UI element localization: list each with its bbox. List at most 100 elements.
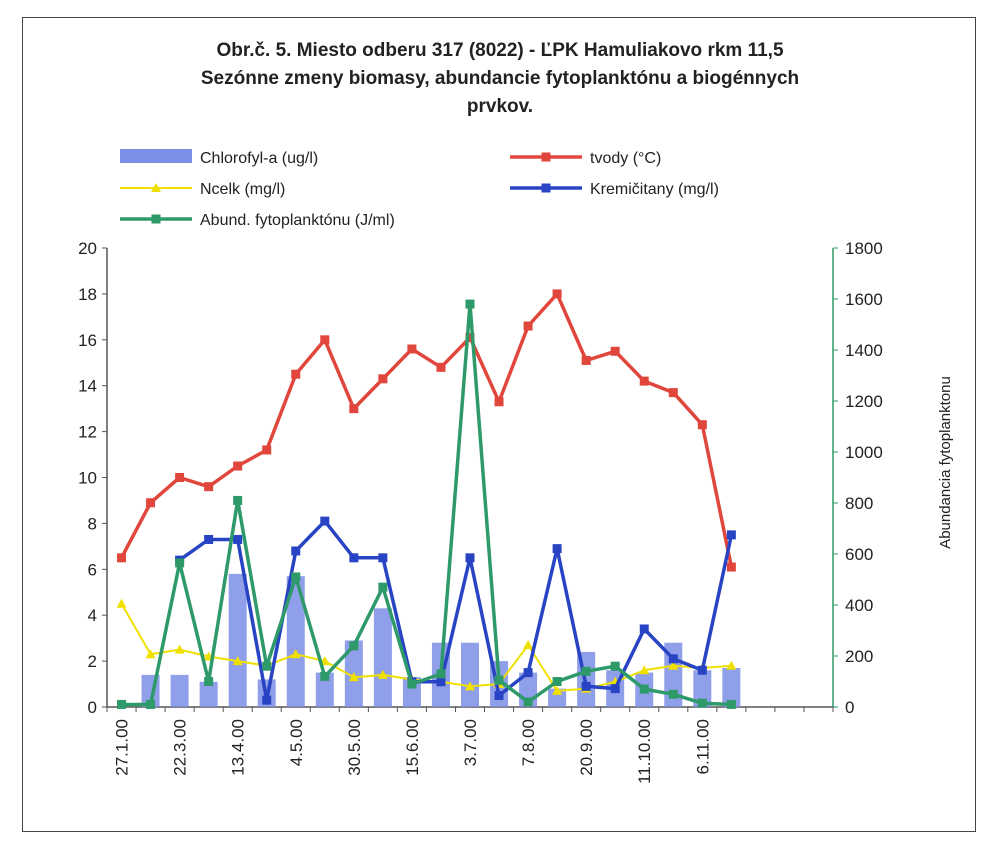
bar-chlorofyl <box>373 608 392 707</box>
series-point-3 <box>610 661 620 671</box>
left-tick-label: 16 <box>78 331 97 350</box>
bar-chlorofyl <box>315 672 334 707</box>
series-line-0 <box>119 292 734 568</box>
series-point-3 <box>378 582 388 592</box>
series-point-3 <box>233 495 243 505</box>
series-point-0 <box>726 562 736 572</box>
right-tick-label: 1000 <box>845 443 883 462</box>
right-tick-label: 0 <box>845 698 854 717</box>
legend-marker-1 <box>541 152 551 162</box>
series-point-1 <box>290 649 301 659</box>
x-tick-label: 20.9.00 <box>577 719 596 776</box>
left-tick-label: 12 <box>78 423 97 442</box>
legend-swatch-0 <box>120 149 192 163</box>
bar-chlorofyl <box>722 667 741 707</box>
series-point-2 <box>552 544 562 554</box>
series-point-2 <box>320 516 330 526</box>
legend-label-4: Abund. fytoplanktónu (J/ml) <box>200 212 395 229</box>
series-point-3 <box>262 661 272 671</box>
series-point-0 <box>291 369 301 379</box>
series-point-3 <box>639 684 649 694</box>
legend-marker-2 <box>151 183 161 192</box>
series-point-0 <box>407 344 417 354</box>
series-point-3 <box>726 699 736 709</box>
x-tick-label: 4.5.00 <box>287 719 306 766</box>
series-point-0 <box>233 461 243 471</box>
series-line-2 <box>178 519 734 702</box>
left-tick-label: 4 <box>88 606 97 625</box>
x-tick-label: 30.5.00 <box>345 719 364 776</box>
series-point-0 <box>320 335 330 345</box>
series-point-0 <box>697 420 707 430</box>
bar-chlorofyl <box>402 677 421 707</box>
series-point-0 <box>523 321 533 331</box>
series-point-1 <box>174 644 185 654</box>
series-point-2 <box>204 534 214 544</box>
bar-chlorofyl <box>286 576 305 707</box>
series-point-0 <box>639 376 649 386</box>
legend-label-1: tvody (°C) <box>590 150 661 167</box>
series-point-2 <box>523 668 533 678</box>
series-point-3 <box>436 669 446 679</box>
series-point-2 <box>668 654 678 664</box>
x-tick-label: 27.1.00 <box>113 719 132 776</box>
left-tick-label: 14 <box>78 377 97 396</box>
series-point-0 <box>436 362 446 372</box>
legend-label-2: Ncelk (mg/l) <box>200 181 285 198</box>
series-point-1 <box>465 681 475 691</box>
series-point-1 <box>726 660 737 670</box>
series-point-1 <box>348 672 359 682</box>
series-point-1 <box>639 665 650 675</box>
series-point-2 <box>262 695 272 705</box>
right-tick-label: 1400 <box>845 341 883 360</box>
right-tick-label: 400 <box>845 596 873 615</box>
bar-chlorofyl <box>199 681 218 707</box>
series-point-3 <box>697 698 707 708</box>
series-point-0 <box>378 374 388 384</box>
series-point-2 <box>436 677 446 687</box>
legend-marker-4 <box>151 214 161 224</box>
series-point-3 <box>465 299 475 309</box>
right-tick-label: 1200 <box>845 392 883 411</box>
series-point-2 <box>465 553 475 563</box>
x-tick-label: 7.8.00 <box>519 719 538 766</box>
series-point-0 <box>175 473 185 482</box>
left-tick-label: 6 <box>88 560 97 579</box>
series-point-2 <box>291 546 301 556</box>
legend-label-3: Kremičitany (mg/l) <box>590 181 719 198</box>
legend-label-0: Chlorofyl-a (ug/l) <box>200 150 318 167</box>
bar-chlorofyl <box>228 573 247 707</box>
series-point-0 <box>581 355 591 365</box>
series-point-1 <box>552 685 563 695</box>
series-point-1 <box>668 660 679 670</box>
bar-chlorofyl <box>548 688 567 707</box>
left-tick-label: 0 <box>88 698 97 717</box>
series-point-0 <box>349 404 359 414</box>
series-point-3 <box>407 679 417 689</box>
right-tick-label: 200 <box>845 647 873 666</box>
series-point-3 <box>523 697 533 707</box>
series-point-3 <box>668 689 678 699</box>
series-point-0 <box>262 445 272 455</box>
bar-chlorofyl <box>460 642 480 707</box>
chart-title-line-2: Sezónne zmeny biomasy, abundancie fytopl… <box>200 68 800 89</box>
series-point-0 <box>117 553 127 563</box>
series-point-2 <box>581 681 591 691</box>
x-tick-label: 11.10.00 <box>635 719 654 784</box>
series-point-0 <box>465 333 475 343</box>
right-tick-label: 800 <box>845 494 873 513</box>
right-tick-label: 600 <box>845 545 873 564</box>
series-point-1 <box>145 649 156 659</box>
series-point-3 <box>320 671 330 681</box>
series-point-2 <box>639 624 649 634</box>
left-tick-label: 10 <box>78 469 97 488</box>
series-point-3 <box>175 558 185 568</box>
bar-chlorofyl <box>170 674 189 707</box>
series-point-2 <box>697 665 707 675</box>
series-point-3 <box>204 677 214 686</box>
series-line-3 <box>121 302 732 707</box>
right-tick-label: 1600 <box>845 290 883 309</box>
series-point-1 <box>116 598 127 608</box>
series-point-3 <box>552 677 562 686</box>
